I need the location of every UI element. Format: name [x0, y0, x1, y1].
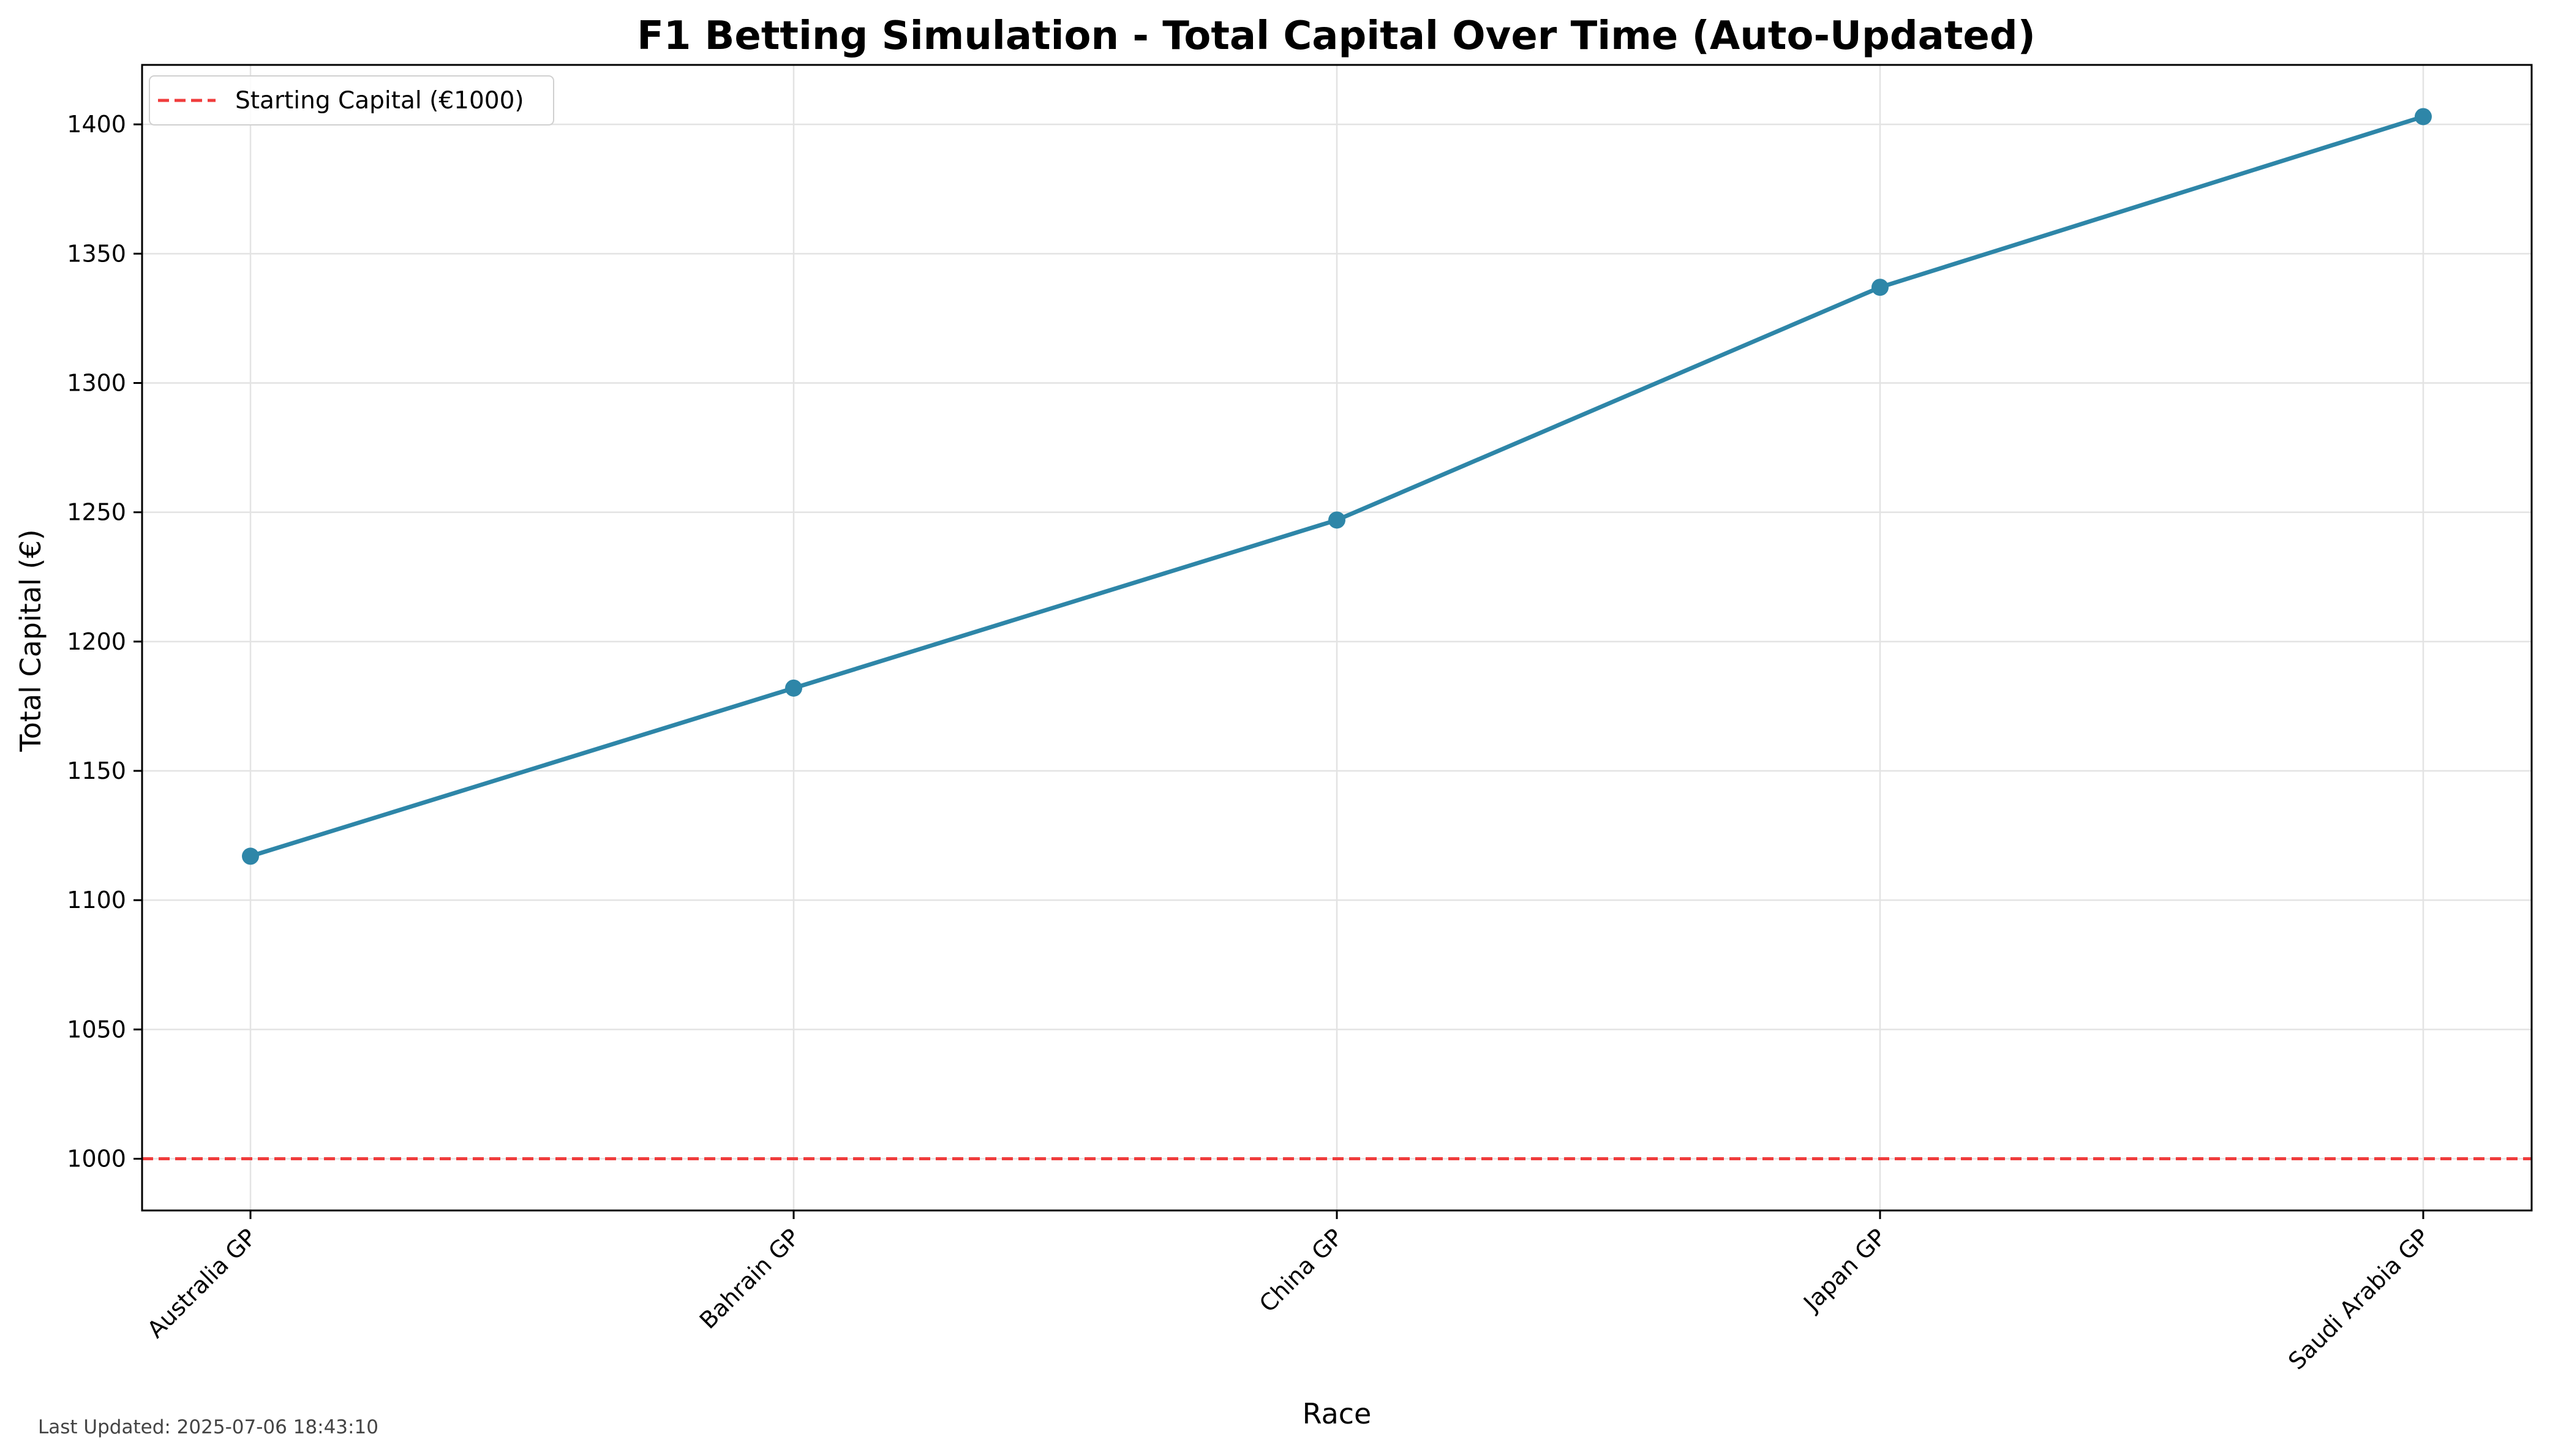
capital-point — [2415, 108, 2432, 126]
y-tick-label: 1200 — [67, 628, 126, 655]
x-tick-label: China GP — [1254, 1223, 1348, 1317]
y-axis-label: Total Capital (€) — [14, 529, 47, 752]
legend-box — [149, 75, 554, 126]
y-tick-label: 1250 — [67, 499, 126, 526]
x-tick-label: Bahrain GP — [694, 1223, 805, 1334]
x-axis: Australia GP Bahrain GP China GP Japan GP Sa… — [142, 1210, 2434, 1375]
y-tick-label: 1400 — [67, 111, 126, 138]
legend: Starting Capital (€1000) — [149, 75, 554, 126]
x-tick-label: Japan GP — [1797, 1223, 1891, 1317]
capital-point — [1328, 511, 1345, 529]
grid — [142, 65, 2532, 1210]
last-updated-footer: Last Updated: 2025-07-06 18:43:10 — [38, 1416, 378, 1438]
y-tick-label: 1350 — [67, 240, 126, 267]
y-tick-label: 1000 — [67, 1146, 126, 1173]
capital-point — [1871, 279, 1889, 296]
capital-point — [785, 679, 802, 697]
series-group — [242, 108, 2432, 865]
y-tick-label: 1300 — [67, 369, 126, 396]
chart-title: F1 Betting Simulation - Total Capital Ov… — [637, 13, 2036, 59]
y-tick-label: 1150 — [67, 757, 126, 784]
capital-point — [242, 847, 259, 865]
x-axis-label: Race — [1303, 1397, 1372, 1430]
y-tick-label: 1100 — [67, 887, 126, 914]
x-tick-label: Australia GP — [142, 1223, 262, 1343]
legend-label-reference: Starting Capital (€1000) — [235, 87, 524, 114]
x-tick-label: Saudi Arabia GP — [2283, 1223, 2434, 1375]
y-tick-label: 1050 — [67, 1016, 126, 1043]
y-axis: 1000 1050 1100 1150 1200 1250 1300 1350 1400 — [67, 111, 142, 1173]
